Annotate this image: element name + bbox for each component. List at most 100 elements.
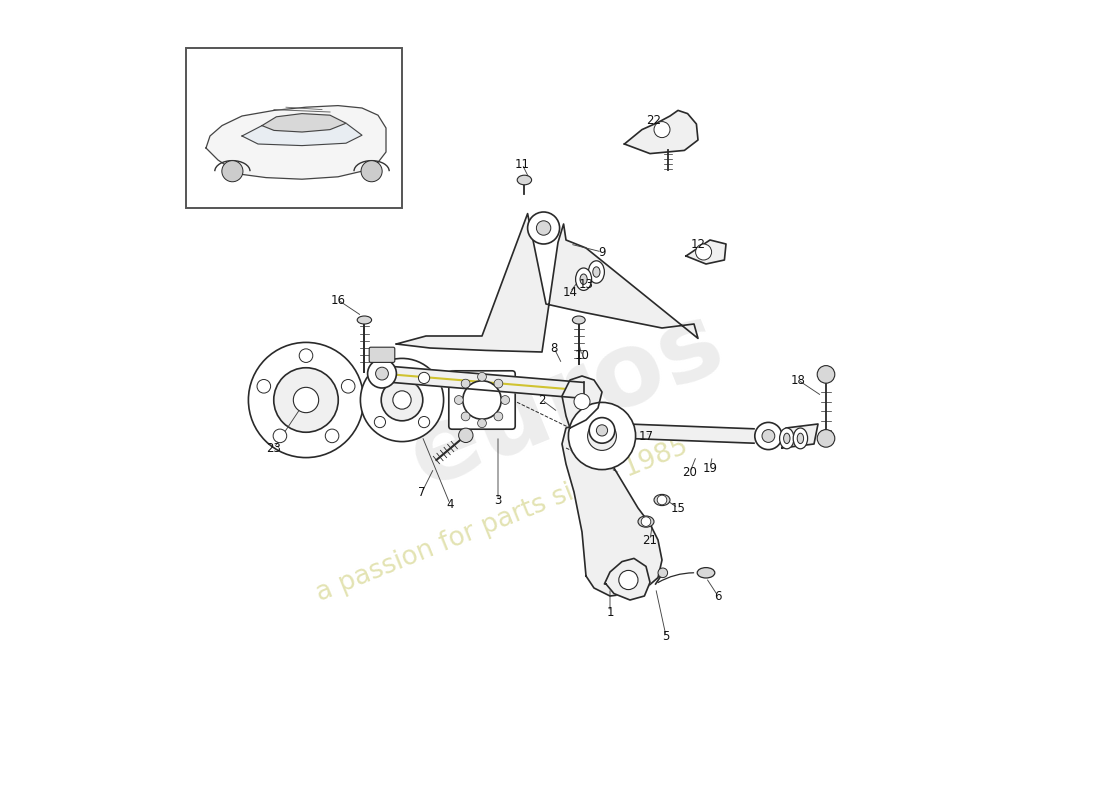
Ellipse shape	[580, 274, 587, 284]
Ellipse shape	[697, 568, 715, 578]
FancyBboxPatch shape	[370, 347, 395, 362]
Circle shape	[641, 517, 651, 526]
Text: 2: 2	[538, 394, 546, 406]
Circle shape	[374, 372, 385, 383]
Text: 15: 15	[671, 502, 685, 514]
FancyBboxPatch shape	[449, 371, 515, 429]
Circle shape	[393, 391, 411, 409]
Text: 3: 3	[494, 494, 502, 506]
Circle shape	[817, 366, 835, 383]
Circle shape	[657, 495, 667, 505]
Ellipse shape	[575, 268, 592, 290]
Ellipse shape	[780, 428, 794, 449]
Text: a passion for parts since 1985: a passion for parts since 1985	[312, 434, 692, 606]
Circle shape	[463, 381, 502, 419]
Ellipse shape	[798, 434, 804, 443]
Circle shape	[477, 419, 486, 427]
Circle shape	[817, 430, 835, 447]
Circle shape	[494, 379, 503, 388]
Polygon shape	[242, 122, 362, 146]
Text: 12: 12	[691, 238, 705, 250]
Ellipse shape	[593, 266, 600, 278]
Circle shape	[274, 368, 339, 432]
Ellipse shape	[517, 175, 531, 185]
FancyBboxPatch shape	[186, 48, 402, 208]
Circle shape	[459, 428, 473, 442]
Circle shape	[222, 161, 243, 182]
Circle shape	[695, 244, 712, 260]
Text: 6: 6	[714, 590, 722, 602]
Ellipse shape	[358, 316, 372, 324]
Polygon shape	[686, 240, 726, 264]
Circle shape	[477, 372, 486, 381]
Circle shape	[382, 379, 422, 421]
Polygon shape	[562, 424, 662, 596]
Polygon shape	[562, 376, 602, 428]
Polygon shape	[606, 423, 754, 443]
Polygon shape	[382, 366, 584, 398]
Circle shape	[537, 221, 551, 235]
Text: 20: 20	[683, 466, 697, 478]
Text: euros: euros	[394, 291, 738, 509]
Circle shape	[299, 349, 312, 362]
Circle shape	[454, 396, 463, 404]
Circle shape	[461, 379, 470, 388]
Ellipse shape	[572, 316, 585, 324]
Text: 11: 11	[515, 158, 529, 170]
Circle shape	[755, 422, 782, 450]
Circle shape	[596, 425, 607, 436]
Polygon shape	[782, 424, 818, 448]
Text: 8: 8	[550, 342, 558, 354]
Text: 22: 22	[647, 114, 661, 126]
Circle shape	[587, 422, 616, 450]
Ellipse shape	[654, 494, 670, 506]
Circle shape	[257, 379, 271, 393]
Text: 14: 14	[562, 286, 578, 298]
Circle shape	[249, 342, 364, 458]
Text: 23: 23	[266, 442, 282, 454]
Circle shape	[341, 379, 355, 393]
Polygon shape	[396, 214, 698, 352]
Text: 13: 13	[579, 278, 593, 290]
Circle shape	[367, 359, 396, 388]
Circle shape	[619, 570, 638, 590]
Polygon shape	[206, 106, 386, 179]
Circle shape	[500, 396, 509, 404]
Circle shape	[494, 412, 503, 421]
Circle shape	[658, 568, 668, 578]
Text: 5: 5	[662, 630, 670, 642]
Text: 19: 19	[703, 462, 717, 474]
Circle shape	[418, 372, 430, 383]
Circle shape	[273, 429, 287, 442]
Circle shape	[654, 122, 670, 138]
Text: 9: 9	[598, 246, 606, 258]
Text: 10: 10	[574, 350, 590, 362]
Circle shape	[361, 358, 443, 442]
Circle shape	[574, 394, 590, 410]
Circle shape	[294, 387, 319, 413]
Text: 4: 4	[447, 498, 453, 510]
Ellipse shape	[588, 261, 604, 283]
Text: 21: 21	[642, 534, 658, 546]
Circle shape	[374, 417, 385, 428]
Circle shape	[762, 430, 774, 442]
Circle shape	[569, 402, 636, 470]
Ellipse shape	[638, 516, 654, 527]
Text: 1: 1	[606, 606, 614, 618]
Circle shape	[375, 367, 388, 380]
Circle shape	[590, 418, 615, 443]
Circle shape	[418, 417, 430, 428]
Text: 7: 7	[418, 486, 426, 498]
Polygon shape	[262, 114, 346, 132]
Circle shape	[461, 412, 470, 421]
Circle shape	[528, 212, 560, 244]
Text: 18: 18	[791, 374, 805, 386]
Text: 17: 17	[638, 430, 653, 442]
Text: 16: 16	[330, 294, 345, 306]
Ellipse shape	[783, 434, 790, 443]
Ellipse shape	[793, 428, 807, 449]
Polygon shape	[625, 110, 698, 154]
Polygon shape	[604, 558, 650, 600]
Circle shape	[326, 429, 339, 442]
Circle shape	[361, 161, 382, 182]
